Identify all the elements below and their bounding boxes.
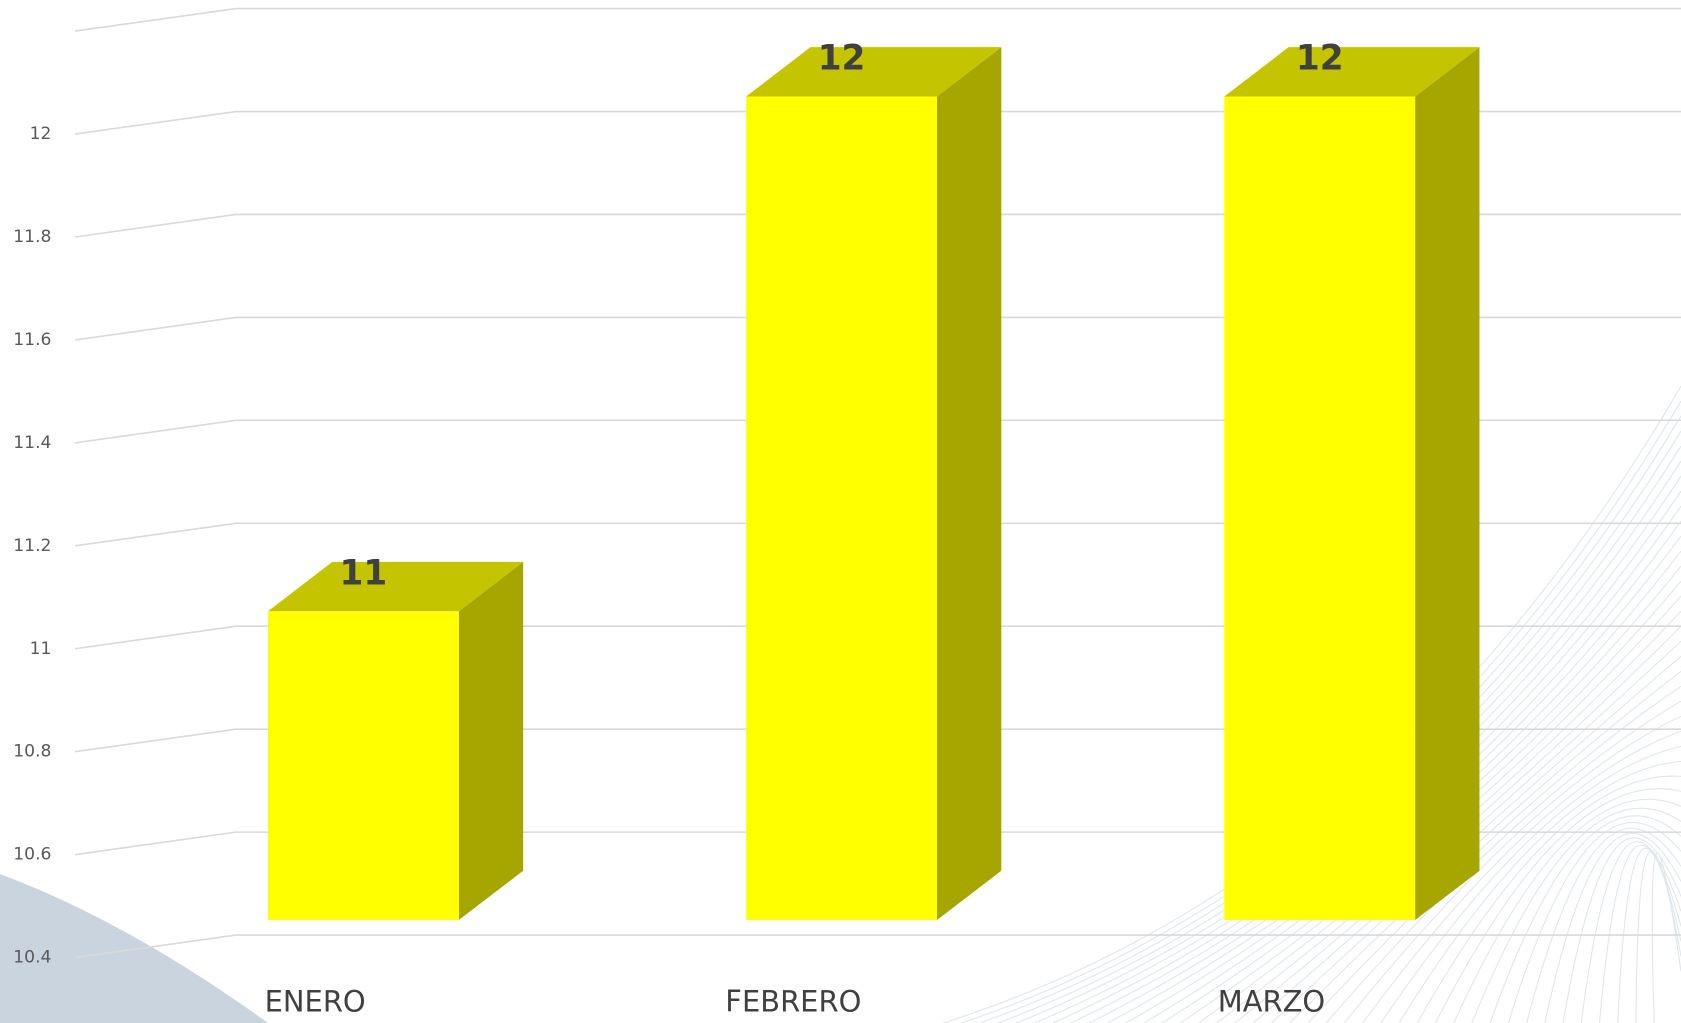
y-tick-label: 11 — [30, 639, 52, 659]
y-tick-label: 12 — [30, 124, 52, 144]
y-tick-label: 10.8 — [13, 742, 51, 762]
grid-line — [74, 419, 1681, 444]
grid-line — [74, 831, 1681, 856]
bar-side — [936, 47, 1002, 921]
grid-line — [74, 110, 1681, 135]
bar-top — [268, 561, 524, 612]
bar — [1224, 47, 1480, 921]
grid-line — [74, 522, 1681, 547]
bar-side — [458, 561, 524, 921]
bar-front — [1224, 96, 1416, 921]
data-label: 11 — [340, 553, 388, 593]
y-tick-label: 10.6 — [13, 845, 51, 865]
grid-line — [74, 7, 1681, 32]
bar — [268, 561, 524, 921]
y-tick-label: 11.8 — [13, 227, 51, 247]
bar-front — [268, 611, 459, 921]
y-tick-label: 10.4 — [13, 948, 51, 968]
grid-line — [74, 934, 1681, 959]
x-tick-label: FEBRERO — [725, 985, 861, 1019]
data-label: 12 — [1296, 39, 1344, 79]
bar-side — [1415, 47, 1480, 921]
x-tick-label: MARZO — [1218, 985, 1325, 1019]
grid-line — [74, 625, 1681, 650]
y-tick-label: 11.4 — [13, 433, 51, 453]
bar-front — [746, 96, 937, 921]
bar — [746, 47, 1002, 921]
data-label: 12 — [818, 39, 866, 79]
y-tick-label: 11.2 — [13, 536, 51, 556]
grid-line — [74, 316, 1681, 341]
grid-line — [74, 213, 1681, 238]
bar-top — [746, 47, 1002, 97]
y-tick-label: 11.6 — [13, 330, 51, 350]
bar-top — [1224, 47, 1480, 97]
x-tick-label: ENERO — [265, 985, 366, 1019]
grid-line — [74, 728, 1681, 753]
